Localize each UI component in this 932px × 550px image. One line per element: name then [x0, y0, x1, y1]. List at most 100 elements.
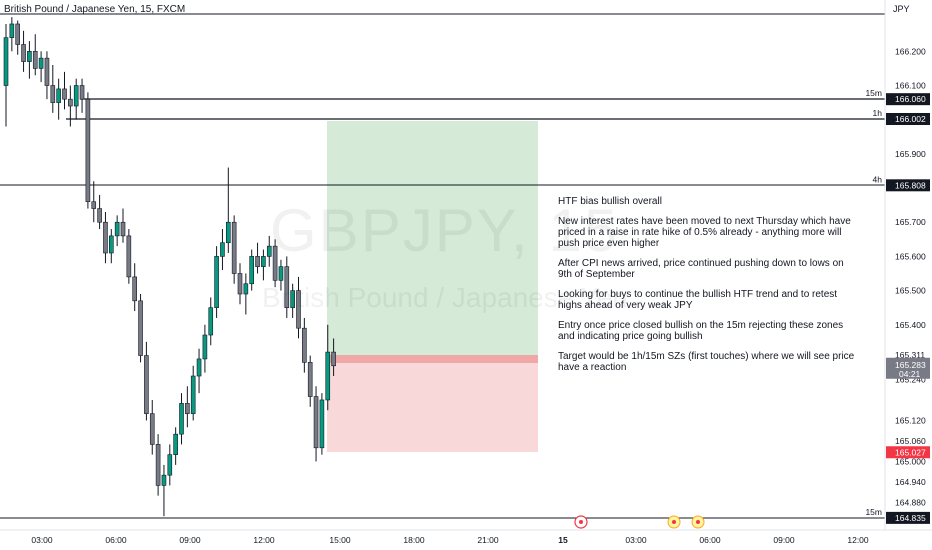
candle[interactable]	[62, 71, 67, 110]
price-tick-label: 165.240	[895, 374, 926, 384]
price-level-tag[interactable]: 166.060 15m	[865, 88, 930, 106]
candle[interactable]	[3, 23, 9, 127]
candle[interactable]	[284, 256, 290, 318]
candle[interactable]	[296, 276, 301, 339]
candle[interactable]	[32, 34, 38, 76]
time-tick-label: 21:00	[477, 535, 499, 545]
time-tick-label: 09:00	[179, 535, 201, 545]
candle[interactable]	[196, 348, 202, 394]
candle[interactable]	[290, 283, 295, 318]
candle[interactable]	[249, 249, 254, 291]
event-marker-3[interactable]	[691, 515, 705, 529]
candle[interactable]	[132, 263, 137, 312]
candle[interactable]	[261, 249, 266, 281]
candle[interactable]	[138, 294, 143, 363]
candle[interactable]	[226, 167, 231, 253]
candle[interactable]	[56, 78, 61, 120]
candle[interactable]	[68, 85, 73, 127]
candle[interactable]	[243, 273, 249, 315]
candle[interactable]	[331, 338, 336, 377]
candle[interactable]	[155, 434, 161, 496]
candle[interactable]	[9, 17, 15, 52]
bar-countdown: 04:21	[899, 369, 921, 379]
price-level-tag[interactable]: 164.835 15m	[865, 507, 930, 524]
candle[interactable]	[50, 64, 56, 113]
price-level-tag[interactable]: 166.002 1h	[873, 108, 930, 125]
time-tick-label: 06:00	[105, 535, 127, 545]
candle[interactable]	[255, 242, 260, 274]
time-tick-label: 12:00	[847, 535, 869, 545]
candle[interactable]	[120, 208, 126, 243]
svg-text:164.835: 164.835	[895, 513, 926, 523]
candle[interactable]	[97, 194, 102, 230]
candle[interactable]	[278, 259, 284, 291]
time-tick-label: 09:00	[773, 535, 795, 545]
candles-layer	[3, 17, 336, 517]
analysis-notes[interactable]: HTF bias bullish overall New interest ra…	[558, 196, 858, 382]
candle[interactable]	[21, 30, 26, 72]
candle[interactable]	[190, 365, 196, 421]
candle[interactable]	[179, 393, 184, 445]
candle[interactable]	[27, 41, 32, 79]
candle[interactable]	[44, 51, 50, 100]
candle[interactable]	[109, 229, 114, 264]
time-tick-label: 12:00	[253, 535, 275, 545]
candle[interactable]	[149, 399, 155, 455]
candle[interactable]	[85, 92, 91, 209]
watermark-name: British Pound / Japanese Yen	[262, 282, 628, 313]
time-tick-label: 06:00	[699, 535, 721, 545]
note-1: HTF bias bullish overall	[558, 196, 662, 207]
candle[interactable]	[167, 444, 173, 486]
loss-zone[interactable]	[327, 356, 538, 452]
price-tick-label: 165.900	[895, 149, 926, 159]
candle[interactable]	[272, 239, 278, 288]
price-tick-label: 165.120	[895, 415, 926, 425]
price-tick-label: 164.880	[895, 497, 926, 507]
candle[interactable]	[185, 386, 190, 428]
price-level-tag[interactable]: 165.808 4h	[873, 174, 930, 192]
price-tick-label: 165.400	[895, 320, 926, 330]
note-4: Looking for buys to continue the bullish…	[558, 289, 838, 311]
candle[interactable]	[266, 235, 272, 267]
candle[interactable]	[79, 78, 85, 113]
note-6: Target would be 1h/15m SZs (first touche…	[558, 351, 855, 373]
candle[interactable]	[307, 355, 313, 407]
candle[interactable]	[231, 215, 237, 284]
candle[interactable]	[319, 393, 325, 455]
timeframe-label: 15m	[865, 88, 882, 98]
candle[interactable]	[38, 51, 44, 83]
candle[interactable]	[313, 386, 319, 462]
timeframe-label: 1h	[873, 108, 883, 118]
event-marker-1[interactable]	[574, 515, 588, 529]
candle[interactable]	[208, 297, 214, 346]
candle[interactable]	[73, 78, 79, 120]
candle[interactable]	[91, 181, 97, 223]
candle[interactable]	[15, 20, 20, 55]
time-tick-label: 15	[558, 535, 568, 545]
candle[interactable]	[161, 464, 167, 517]
candle[interactable]	[214, 246, 219, 318]
candle[interactable]	[220, 229, 225, 271]
watermark-symbol: GBPJPY, 15	[270, 197, 620, 264]
price-level-tag[interactable]: 165.027	[886, 446, 930, 459]
candle[interactable]	[173, 427, 178, 465]
symbol-title[interactable]: British Pound / Japanese Yen, 15, FXCM	[4, 4, 186, 15]
svg-text:165.027: 165.027	[895, 447, 926, 457]
candle[interactable]	[237, 263, 243, 305]
candle[interactable]	[202, 324, 208, 373]
candle[interactable]	[114, 215, 120, 247]
candle[interactable]	[302, 317, 307, 373]
candle[interactable]	[325, 324, 331, 411]
candle[interactable]	[103, 211, 108, 264]
candle[interactable]	[144, 341, 149, 421]
candle[interactable]	[126, 229, 132, 284]
time-tick-label: 03:00	[31, 535, 53, 545]
profit-zone[interactable]	[327, 121, 538, 356]
svg-text:166.060: 166.060	[895, 94, 926, 104]
time-tick-label: 15:00	[329, 535, 351, 545]
svg-text:165.808: 165.808	[895, 180, 926, 190]
event-marker-2[interactable]	[667, 515, 681, 529]
